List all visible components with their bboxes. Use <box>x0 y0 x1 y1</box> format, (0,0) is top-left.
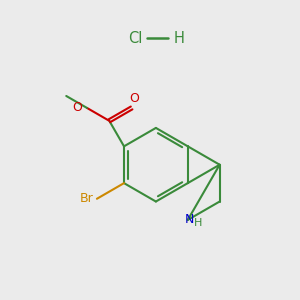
Text: H: H <box>194 218 202 228</box>
Text: H: H <box>174 31 185 46</box>
Text: O: O <box>73 101 82 114</box>
Text: O: O <box>130 92 140 105</box>
Text: Cl: Cl <box>128 31 142 46</box>
Text: N: N <box>184 213 194 226</box>
Text: Br: Br <box>80 192 94 205</box>
